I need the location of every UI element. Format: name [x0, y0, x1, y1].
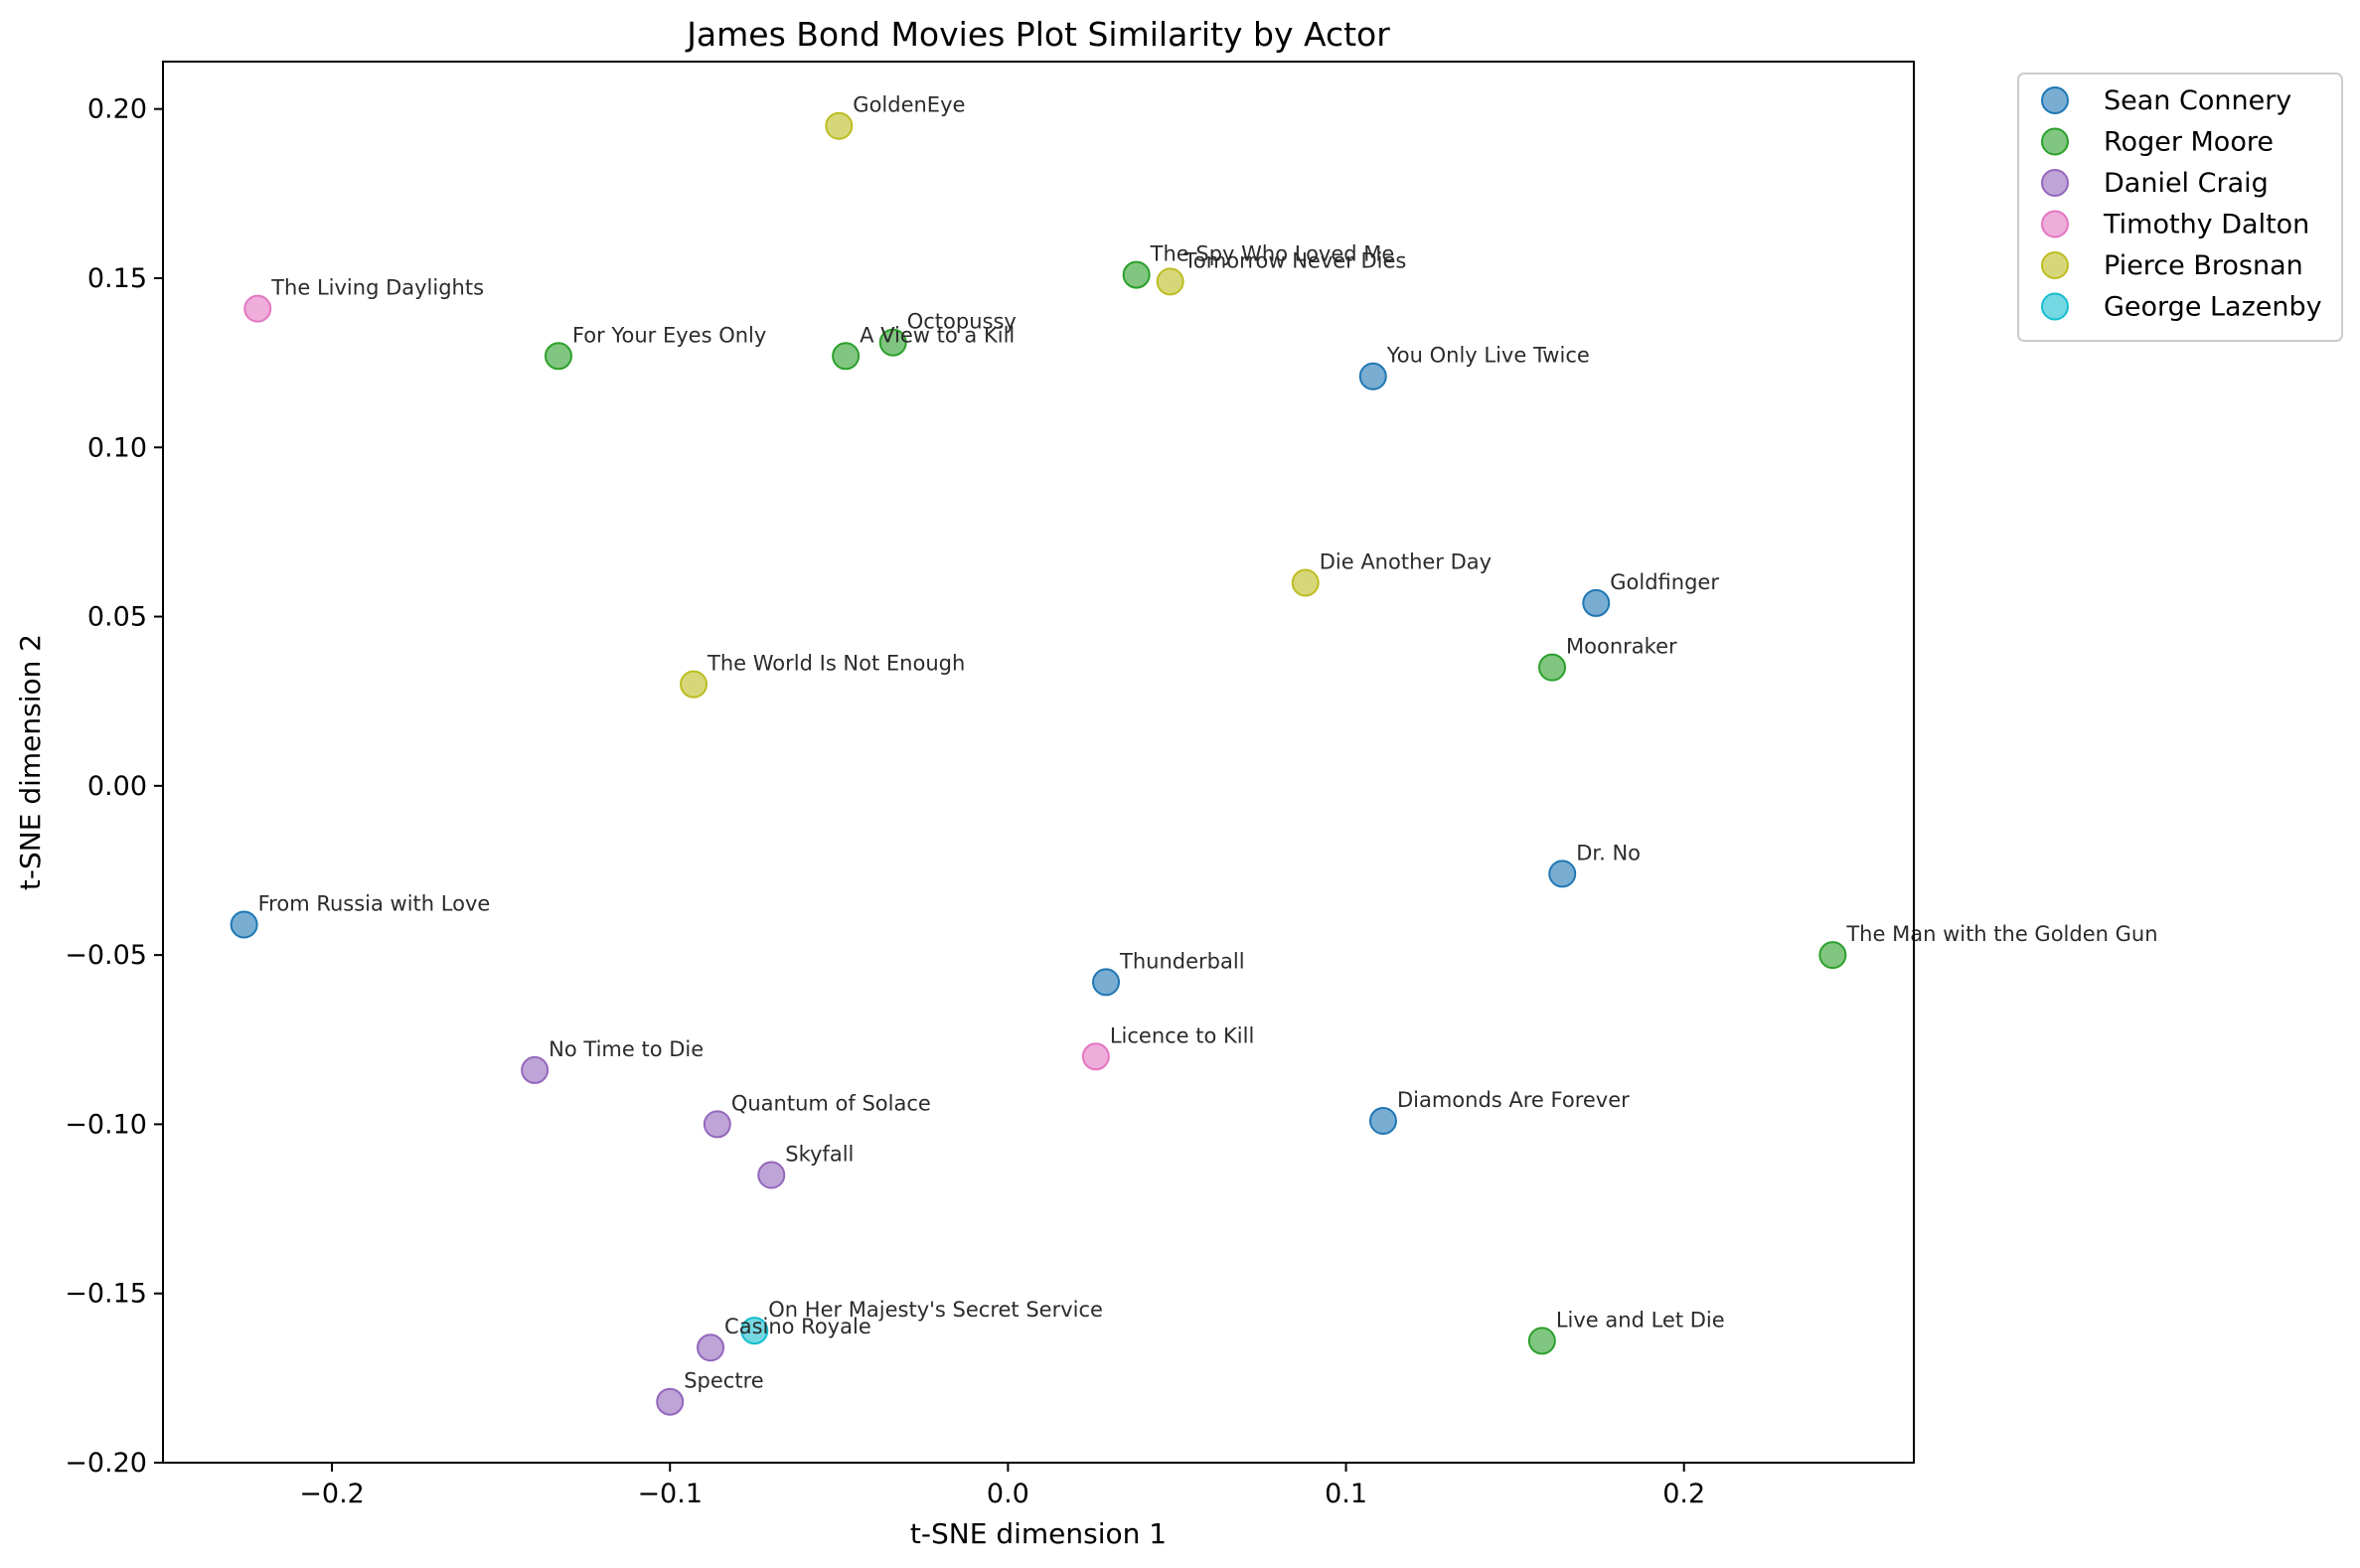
x-tick-label: 0.2 [1662, 1479, 1705, 1509]
legend-label: Roger Moore [2104, 127, 2274, 158]
point-label: Spectre [684, 1369, 763, 1393]
point-label: Licence to Kill [1110, 1023, 1254, 1047]
data-point [521, 1055, 550, 1084]
data-point [703, 1110, 731, 1139]
y-tick-label: −0.15 [65, 1279, 147, 1310]
point-label: Casino Royale [724, 1315, 871, 1338]
y-tick-label: −0.10 [65, 1109, 147, 1140]
point-label: The World Is Not Enough [707, 652, 965, 676]
y-tick-label: 0.15 [87, 263, 147, 294]
point-label: Thunderball [1119, 949, 1245, 973]
y-tick-label: 0.05 [87, 602, 147, 633]
data-point [1358, 362, 1387, 391]
point-label: Live and Let Die [1556, 1308, 1725, 1332]
data-point [1582, 588, 1611, 617]
legend-marker [2041, 127, 2069, 156]
data-point [825, 111, 854, 140]
y-tick-label: 0.00 [87, 771, 147, 802]
x-axis: −0.2 −0.1 0.0 0.1 0.2 [299, 1463, 1705, 1509]
data-point [1368, 1107, 1397, 1136]
legend: Sean Connery Roger Moore Daniel Craig Timot… [2017, 73, 2343, 342]
y-tick-label: −0.05 [65, 940, 147, 971]
legend-frame [2017, 73, 2343, 342]
data-point [1122, 260, 1151, 289]
data-point [878, 328, 907, 357]
point-label: Die Another Day [1320, 549, 1492, 573]
legend-label: Daniel Craig [2104, 168, 2269, 199]
y-axis-title: t-SNE dimension 2 [14, 634, 47, 890]
y-tick-label: 0.20 [87, 94, 147, 125]
chart-title: James Bond Movies Plot Similarity by Act… [685, 15, 1390, 54]
point-label: GoldenEye [853, 93, 965, 117]
point-label: The Spy Who Loved Me [1150, 242, 1395, 266]
point-label: From Russia with Love [258, 891, 491, 915]
point-label: The Man with the Golden Gun [1845, 922, 2157, 946]
data-point [740, 1317, 769, 1345]
point-label: Dr. No [1576, 841, 1641, 864]
point-label: Quantum of Solace [731, 1091, 931, 1115]
y-tick-label: −0.20 [65, 1448, 147, 1479]
legend-marker [2041, 86, 2069, 114]
legend-marker [2041, 251, 2069, 279]
point-labels: You Only Live Twice Goldfinger Dr. No From … [258, 93, 2158, 1393]
data-point [656, 1387, 685, 1416]
legend-marker [2041, 210, 2069, 238]
legend-label: George Lazenby [2104, 292, 2322, 323]
y-tick-label: 0.10 [87, 432, 147, 463]
x-tick-label: −0.2 [299, 1479, 365, 1509]
data-point [1527, 1327, 1556, 1355]
data-point [1081, 1042, 1110, 1071]
data-point [544, 342, 572, 371]
data-point [697, 1333, 725, 1362]
x-tick-label: 0.1 [1325, 1479, 1367, 1509]
legend-label: Sean Connery [2104, 85, 2291, 116]
plot-frame [162, 61, 1915, 1464]
data-point [230, 910, 258, 939]
y-axis: −0.20 −0.15 −0.10 −0.05 0.00 0.05 0.10 0.15 0.20 [65, 94, 163, 1479]
point-label: The Living Daylights [270, 276, 484, 300]
point-label: Goldfinger [1610, 570, 1719, 594]
point-label: You Only Live Twice [1386, 344, 1590, 368]
x-axis-title: t-SNE dimension 1 [910, 1517, 1167, 1550]
point-label: Skyfall [785, 1143, 854, 1167]
point-label: On Her Majesty's Secret Service [768, 1298, 1103, 1322]
data-point [757, 1161, 786, 1189]
data-point [1156, 267, 1184, 296]
point-label: Moonraker [1566, 635, 1677, 659]
legend-label: Pierce Brosnan [2104, 250, 2303, 281]
data-point [1818, 941, 1847, 970]
data-point [680, 670, 708, 699]
data-point [1548, 860, 1577, 888]
legend-marker [2041, 292, 2069, 321]
data-points [230, 111, 1847, 1416]
x-tick-label: −0.1 [637, 1479, 703, 1509]
legend-label: Timothy Dalton [2103, 210, 2309, 240]
data-point [243, 294, 272, 323]
point-label: Octopussy [907, 310, 1017, 334]
point-label: For Your Eyes Only [572, 323, 766, 347]
point-label: Diamonds Are Forever [1397, 1088, 1630, 1112]
point-label: A View to a Kill [860, 323, 1015, 347]
data-point [832, 342, 861, 371]
point-label: Tomorrow Never Dies [1183, 248, 1407, 272]
data-point [1538, 653, 1567, 682]
point-label: No Time to Die [549, 1037, 704, 1061]
data-point [1092, 968, 1121, 997]
data-point [1291, 568, 1320, 597]
x-tick-label: 0.0 [987, 1479, 1029, 1509]
legend-marker [2041, 169, 2069, 197]
